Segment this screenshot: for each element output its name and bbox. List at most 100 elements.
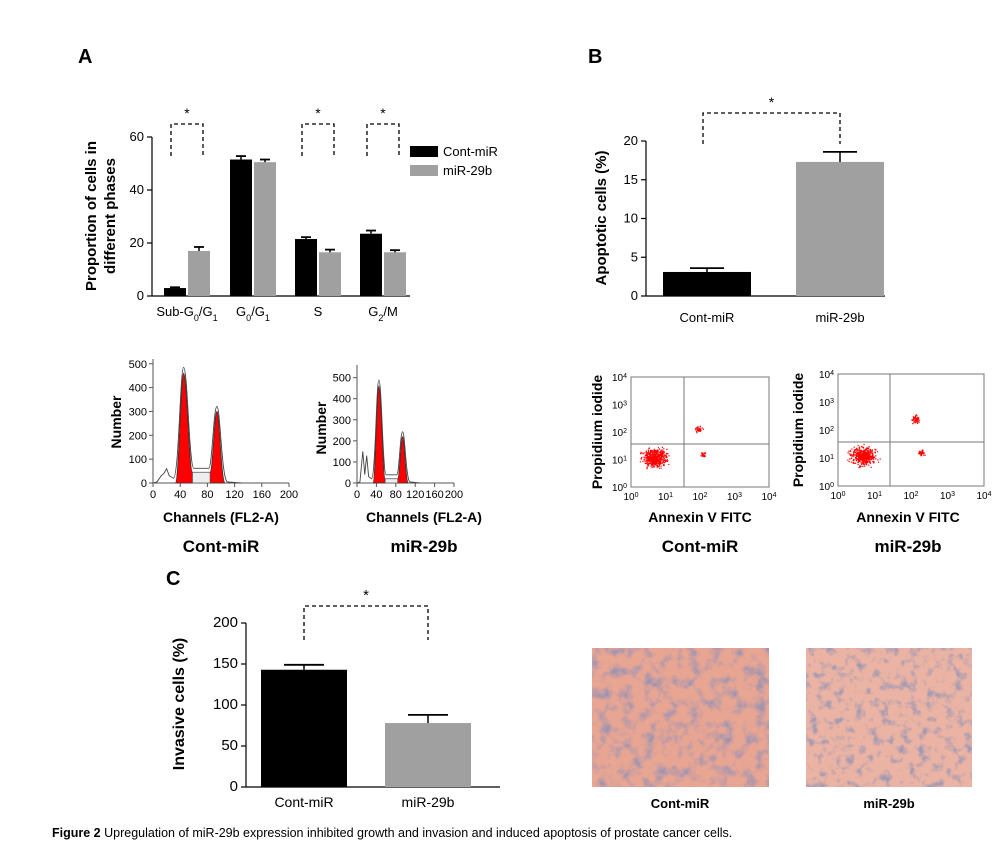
histogram-g2-peak: [209, 411, 226, 484]
scatter-y-tick-label: 100: [612, 483, 627, 495]
scatter-y-tick-label: 103: [612, 400, 627, 412]
scatter-frame: [837, 373, 985, 487]
chart-c-significance-label: *: [363, 587, 369, 604]
chart-a-significance-label: *: [380, 105, 386, 121]
scatter-population-2: [700, 452, 707, 458]
histogram-title: miR-29b: [390, 537, 457, 556]
histogram-outline: [356, 379, 421, 484]
chart-b-y-tick-label: 10: [624, 211, 638, 226]
scatter-ylabel: Propidium iodide: [790, 373, 806, 488]
histogram-y-tick-label: 500: [129, 359, 147, 371]
caption-text: Upregulation of miR-29b expression inhib…: [100, 826, 733, 840]
histogram-x-tick-label: 80: [201, 489, 213, 501]
bar-miR-29b-S: [319, 252, 341, 296]
scatter-population-0: [639, 446, 670, 470]
micrograph-image: [806, 648, 972, 787]
figure-caption: Figure 2 Upregulation of miR-29b express…: [52, 826, 732, 840]
histogram-y-tick-label: 300: [333, 415, 351, 427]
histogram-title: Cont-miR: [183, 537, 259, 556]
histogram-y-tick-label: 500: [333, 373, 351, 385]
histogram-y-tick-label: 300: [129, 406, 147, 418]
histogram-x-tick-label: 0: [354, 489, 360, 501]
chart-b-ylabel: Apoptotic cells (%): [593, 150, 610, 285]
chart-b-y-tick-label: 15: [624, 172, 638, 187]
scatter-y-tick-label: 101: [612, 455, 627, 467]
category-label-Sub-G0/G1: Sub-G0/G1: [156, 304, 217, 323]
scatter-y-tick-label: 101: [819, 454, 834, 466]
micrograph-miR-29b: miR-29b: [806, 648, 972, 811]
histogram-ylabel: Number: [108, 395, 124, 448]
bar-Cont-miR-S: [295, 239, 317, 296]
scatter-ylabel: Propidium iodide: [589, 375, 605, 490]
chart-a-significance-label: *: [184, 105, 190, 121]
legend-swatch-miR-29b: [410, 165, 438, 176]
scatter-x-tick-label: 103: [727, 492, 742, 504]
scatter-x-tick-label: 104: [976, 491, 991, 503]
chart-a-significance-bracket: [366, 123, 400, 156]
chart-c-ylabel: Invasive cells (%): [171, 638, 188, 771]
chart-c-y-tick-label: 100: [213, 696, 238, 713]
chart-c-significance-bracket: [303, 605, 429, 640]
scatter-x-tick-label: 101: [658, 492, 673, 504]
bar-Cont-miR: [663, 271, 751, 296]
bar-Cont-miR-G2/M: [360, 233, 382, 296]
scatter-y-tick-label: 104: [612, 373, 627, 385]
chart-a-significance-bracket: [301, 123, 335, 156]
chart-b-y-tick-label: 5: [631, 249, 638, 264]
scatter-population-0: [847, 443, 881, 469]
histogram-x-tick-label: 80: [390, 489, 402, 501]
histogram-y-tick-label: 100: [129, 454, 147, 466]
chart-c-y-tick-label: 0: [230, 778, 238, 795]
scatter-x-tick-label: 101: [867, 491, 882, 503]
cell-cycle-bar-chart: Proportion of cells in different phases …: [83, 105, 498, 323]
histogram-s-phase-fill: [384, 478, 399, 484]
chart-a-ylabel-line2: different phases: [102, 158, 119, 274]
chart-a-y-tick-label: 40: [130, 182, 144, 197]
bar-miR-29b: [385, 723, 471, 787]
chart-a-y-tick-label: 20: [130, 235, 144, 250]
annexin-plot-cont-miR: Propidium iodide Annexin V FITC Cont-miR…: [589, 373, 777, 557]
chart-b-y-tick-label: 20: [624, 133, 638, 148]
scatter-title: Cont-miR: [662, 537, 738, 556]
scatter-xlabel: Annexin V FITC: [648, 509, 751, 525]
micrograph-cont-miR: Cont-miR: [592, 648, 769, 811]
scatter-x-tick-label: 103: [940, 491, 955, 503]
histogram-x-tick-label: 200: [280, 489, 298, 501]
histogram-x-tick-label: 200: [445, 489, 463, 501]
scatter-y-tick-label: 102: [612, 428, 627, 440]
bar-miR-29b-G2/M: [384, 252, 406, 296]
histogram-ylabel: Number: [313, 401, 329, 454]
caption-figure-number: Figure 2: [52, 826, 101, 840]
chart-a-significance-bracket: [170, 123, 204, 156]
micrograph-label: miR-29b: [863, 796, 914, 811]
histogram-y-tick-label: 200: [333, 436, 351, 448]
scatter-population-1: [911, 414, 920, 425]
histogram-g2-peak: [397, 436, 409, 484]
chart-b-significance-bracket: [702, 112, 841, 144]
histogram-x-tick-label: 120: [225, 489, 243, 501]
flow-histogram-cont-miR: Number Channels (FL2-A) Cont-miR 0 100 200…: [108, 359, 298, 556]
micrograph-label: Cont-miR: [651, 796, 710, 811]
apoptosis-bar-chart: Apoptotic cells (%) 0 5 10 15 20 Cont-miR miR-…: [593, 94, 885, 325]
histogram-g1-peak: [372, 385, 386, 484]
scatter-population-1: [694, 425, 704, 434]
histogram-y-tick-label: 200: [129, 430, 147, 442]
scatter-x-tick-label: 100: [830, 491, 845, 503]
category-label-G0/G1: G0/G1: [236, 304, 270, 323]
chart-a-legend: Cont-miR miR-29b: [410, 144, 498, 178]
chart-c-y-tick-label: 150: [213, 655, 238, 672]
chart-a-significance-label: *: [315, 105, 321, 121]
chart-c-y-tick-label: 200: [213, 614, 238, 631]
histogram-g1-peak: [175, 372, 193, 484]
chart-c-y-tick-label: 50: [221, 737, 238, 754]
bar-Cont-miR-Sub-G0/G1: [164, 288, 186, 296]
invasion-bar-chart: Invasive cells (%) 0 50 100 150 200 Cont-miR m…: [171, 587, 500, 810]
histogram-s-phase-fill: [192, 471, 211, 484]
scatter-y-tick-label: 104: [819, 370, 834, 382]
chart-a-y-tick-label: 0: [137, 288, 144, 303]
bar-Cont-miR: [261, 669, 347, 787]
category-label-Cont-miR: Cont-miR: [274, 794, 333, 810]
histogram-y-tick-label: 400: [333, 394, 351, 406]
histogram-outline: [152, 366, 242, 484]
